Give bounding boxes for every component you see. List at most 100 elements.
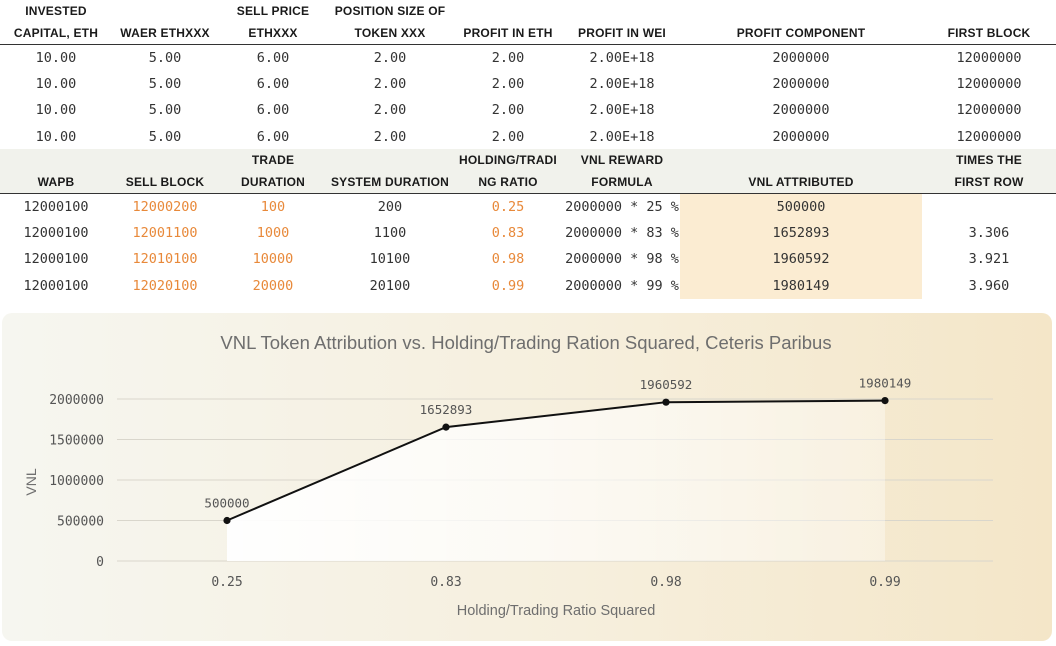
table1-cell: 10.00 (35, 76, 77, 93)
table-row: 12000100 12001100 1000 1100 0.83 2000000 * 83… (0, 220, 1056, 247)
x-tick-label: 0.25 (211, 575, 242, 590)
table-row: 12000100 12020100 20000 20100 0.99 2000000 * … (0, 272, 1056, 299)
table1-cell: 6.00 (256, 102, 290, 119)
table1-cell: 2.00 (373, 50, 407, 67)
table2-cell: 10000 (252, 251, 294, 268)
x-tick-label: 0.99 (869, 575, 900, 590)
table1-cell: 2000000 (772, 50, 830, 67)
table-row: 10.00 5.00 6.00 2.00 2.00 2.00E+18 2000000 1200… (0, 71, 1056, 97)
y-axis-label: VNL (23, 468, 39, 495)
table2-header-line: TIMES THE (956, 153, 1022, 167)
table2-cell: 3.960 (968, 277, 1010, 294)
table-row: 12000100 12010100 10000 10100 0.98 2000000 * … (0, 246, 1056, 273)
data-label: 1980149 (859, 376, 912, 391)
table1-cell: 2.00 (491, 102, 525, 119)
table2-header-4: HOLDING/TRADI NG RATIO (452, 149, 564, 194)
x-axis-label: Holding/Trading Ratio Squared (457, 603, 656, 619)
table2-cell: 3.921 (968, 251, 1010, 268)
table1-cell: 2.00E+18 (589, 102, 655, 119)
x-tick-label: 0.83 (430, 575, 461, 590)
table2-cell: 12000100 (23, 251, 89, 268)
table1-cell: 6.00 (256, 76, 290, 93)
table2-cell: 0.98 (491, 251, 525, 268)
data-label: 1652893 (420, 402, 473, 417)
table1-header-line: SELL PRICE (236, 4, 310, 18)
table1-header-line: TOKEN XXX (354, 26, 426, 40)
table1-cell: 5.00 (148, 50, 182, 67)
table1-cell: 5.00 (148, 102, 182, 119)
table2-header-line: FORMULA (591, 175, 653, 189)
table1-cell: 2.00E+18 (589, 50, 655, 67)
table-row: 12000100 12000200 100 200 0.25 2000000 * 25 %… (0, 193, 1056, 221)
table2-cell: 1960592 (680, 246, 922, 273)
table1-header-line: FIRST BLOCK (947, 26, 1031, 40)
table1-cell: 12000000 (956, 50, 1022, 67)
table1-cell: 2000000 (772, 128, 830, 145)
table1-header-5: PROFIT IN WEI (564, 0, 680, 45)
table2-cell: 1100 (373, 225, 407, 242)
area-fill (227, 400, 885, 561)
table2-cell: 12000200 (132, 199, 198, 216)
table1-header-line: POSITION SIZE OF (334, 4, 446, 18)
chart-title: VNL Token Attribution vs. Holding/Tradin… (220, 332, 831, 353)
table2-header-line: FIRST ROW (954, 175, 1024, 189)
table1-cell: 2.00 (373, 76, 407, 93)
table1-cell: 2.00 (491, 50, 525, 67)
table2-header-1: SELL BLOCK (112, 149, 218, 194)
table1-header-line: WAER ETHXXX (120, 26, 210, 40)
data-label: 500000 (204, 496, 249, 511)
table1-cell: 2.00 (373, 128, 407, 145)
table1-header-line: ETHXXX (248, 26, 298, 40)
table2-cell: 0.99 (491, 277, 525, 294)
table2-cell: 2000000 * 25 % (565, 199, 679, 216)
y-tick-label: 2000000 (49, 393, 104, 408)
table2-header-row: WAPB SELL BLOCK TRADE DURATION SYSTEM DURATI… (0, 149, 1056, 194)
series-line (226, 399, 886, 522)
table1-cell: 2.00E+18 (589, 76, 655, 93)
table2-header-3: SYSTEM DURATION (328, 149, 452, 194)
table1-cell: 5.00 (148, 128, 182, 145)
table1-header-line: INVESTED (25, 4, 87, 18)
table1-cell: 10.00 (35, 50, 77, 67)
table2-cell: 12000100 (23, 225, 89, 242)
table2-cell: 1000 (256, 225, 290, 242)
table1-cell: 10.00 (35, 128, 77, 145)
table2-header-line: VNL REWARD (580, 153, 664, 167)
table1-header-0: INVESTED CAPITAL, ETH (0, 0, 112, 45)
table2-cell: 2000000 * 83 % (565, 225, 679, 242)
table2-cell: 20100 (369, 277, 411, 294)
table2-header-2: TRADE DURATION (218, 149, 328, 194)
y-tick-label: 500000 (57, 515, 104, 530)
table2-cell: 3.306 (968, 225, 1010, 242)
table1-cell: 2000000 (772, 102, 830, 119)
table2-header-line: DURATION (240, 175, 306, 189)
table1-header-6: PROFIT COMPONENT (680, 0, 922, 45)
table2-header-0: WAPB (0, 149, 112, 194)
table1-cell: 12000000 (956, 128, 1022, 145)
table1-header-7: FIRST BLOCK (922, 0, 1056, 45)
table2-cell: 1652893 (680, 220, 922, 247)
table-row: 10.00 5.00 6.00 2.00 2.00 2.00E+18 2000000 1200… (0, 124, 1056, 150)
table1-cell: 2000000 (772, 76, 830, 93)
table1-header-line: PROFIT COMPONENT (736, 26, 866, 40)
data-label: 1960592 (640, 377, 693, 392)
table2-header-6: VNL ATTRIBUTED (680, 149, 922, 194)
table1-header-4: PROFIT IN ETH (452, 0, 564, 45)
table1-header-2: SELL PRICE ETHXXX (218, 0, 328, 45)
table1-cell: 2.00 (491, 76, 525, 93)
data-point (881, 397, 889, 405)
table2-cell: 12000100 (23, 199, 89, 216)
table1-header-line: PROFIT IN ETH (463, 26, 553, 40)
table2-header-line: VNL ATTRIBUTED (748, 175, 854, 189)
table2-cell: 2000000 * 99 % (565, 277, 679, 294)
table2-header-line: SELL BLOCK (125, 175, 205, 189)
table2-cell: 12001100 (132, 225, 198, 242)
table1-header-line: CAPITAL, ETH (13, 26, 99, 40)
table2-cell: 12020100 (132, 277, 198, 294)
table-row: 10.00 5.00 6.00 2.00 2.00 2.00E+18 2000000 1200… (0, 45, 1056, 72)
table1-cell: 2.00E+18 (589, 128, 655, 145)
vnl-attribution-table: WAPB SELL BLOCK TRADE DURATION SYSTEM DURATI… (0, 149, 1056, 299)
table2-cell: 0.83 (491, 225, 525, 242)
table2-cell: 12000100 (23, 277, 89, 294)
table1-header-3: POSITION SIZE OF TOKEN XXX (328, 0, 452, 45)
